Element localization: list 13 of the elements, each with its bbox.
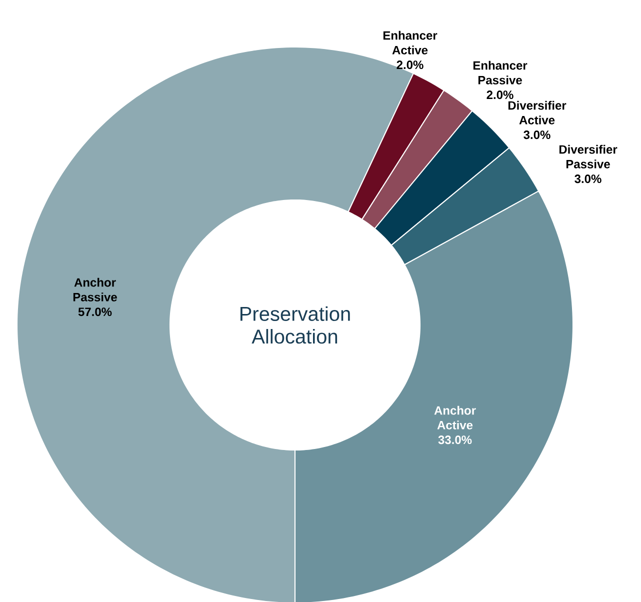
slice-label: Enhancer Active — [383, 30, 438, 54]
slice-label: Diversifier Passive — [559, 144, 618, 168]
slice-label: Diversifier Active — [508, 100, 566, 124]
text: Preservation Allocation — [240, 306, 350, 344]
data-label: 2.0% — [486, 90, 514, 100]
slice-label: Anchor Active — [434, 406, 476, 430]
slice-label: Anchor Passive — [73, 278, 117, 302]
data-label: 33.0% — [438, 436, 472, 444]
data-label: 57.0% — [78, 308, 112, 316]
slice-label: Enhancer Passive — [473, 60, 528, 84]
data-label: 3.0% — [574, 174, 602, 184]
data-label: 3.0% — [524, 130, 550, 140]
data-label: 2.0% — [396, 60, 424, 70]
